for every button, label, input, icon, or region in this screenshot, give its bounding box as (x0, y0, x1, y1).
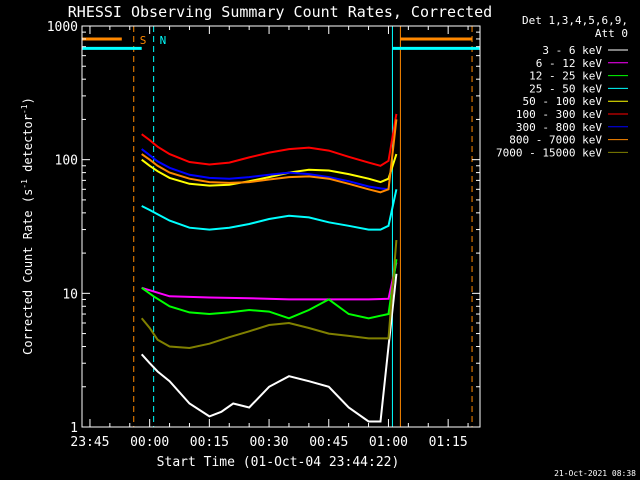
series-line (141, 148, 389, 191)
x-tick-label: 01:15 (429, 435, 468, 450)
x-tick-label: 01:00 (369, 435, 408, 450)
y-axis-label-mid: detector (21, 114, 35, 179)
state-bars (82, 37, 480, 50)
y-axis-label-end: ) (21, 97, 35, 104)
y-axis-label-main: Corrected Count Rate (s (21, 189, 35, 355)
series-line (141, 119, 398, 194)
series-line (141, 189, 398, 231)
legend-label: 25 - 50 keV (529, 82, 602, 95)
y-tick-label: 10 (62, 287, 78, 302)
x-tick-label: 00:30 (249, 435, 288, 450)
legend-label: 800 - 7000 keV (509, 134, 602, 147)
x-tick-label: 00:15 (190, 435, 229, 450)
legend-label: 100 - 300 keV (516, 108, 602, 121)
timestamp: 21-Oct-2021 08:38 (554, 469, 636, 478)
data-series (140, 113, 398, 423)
y-axis-label-sup2: -1 (20, 104, 29, 114)
series-line (141, 153, 398, 187)
marker-label: N (160, 34, 167, 47)
y-tick-label: 1 (70, 421, 78, 436)
x-axis-label: Start Time (01-Oct-04 23:44:22) (157, 455, 400, 470)
legend-label: 300 - 800 keV (516, 121, 602, 134)
legend-label: 6 - 12 keV (536, 57, 603, 70)
y-axis: 1 10 100 1000 (47, 20, 480, 436)
series-line (140, 240, 398, 350)
x-tick-label: 23:45 (70, 435, 109, 450)
legend-label: 3 - 6 keV (542, 44, 602, 57)
y-tick-label: 100 (55, 154, 78, 169)
series-line (141, 259, 398, 320)
chart-title: RHESSI Observing Summary Count Rates, Co… (68, 3, 492, 21)
series-line (141, 113, 398, 167)
legend-label: 12 - 25 keV (529, 70, 602, 83)
marker-label: S (140, 34, 147, 47)
x-tick-label: 00:45 (309, 435, 348, 450)
legend-label: 7000 - 15000 keV (496, 146, 602, 159)
series-line (141, 262, 398, 301)
legend-header: Det 1,3,4,5,6,9, (522, 14, 628, 27)
legend-header: Att 0 (595, 27, 628, 40)
x-tick-label: 00:00 (130, 435, 169, 450)
legend-label: 50 - 100 keV (523, 95, 603, 108)
y-tick-label: 1000 (47, 20, 78, 35)
y-axis-label: Corrected Count Rate (s-1 detector-1) (20, 97, 35, 355)
plot-frame (81, 25, 481, 428)
x-axis: 23:45 00:00 00:15 00:30 00:45 01:00 01:15 (70, 26, 469, 450)
series-line (140, 273, 398, 423)
y-axis-label-sup1: -1 (20, 179, 29, 189)
